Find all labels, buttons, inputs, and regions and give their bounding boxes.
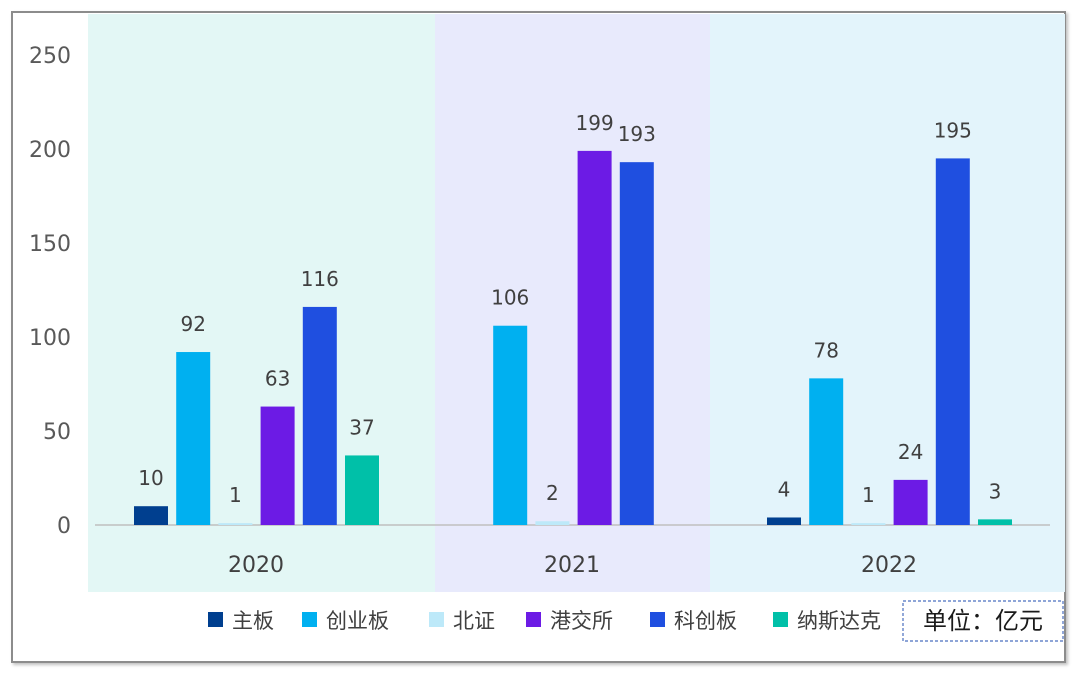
- data-label-2022-创业板: 78: [813, 338, 838, 362]
- bar-2022-北证: [851, 523, 886, 525]
- y-tick-label: 50: [43, 420, 71, 445]
- data-label-2021-北证: 2: [546, 481, 559, 505]
- bar-2020-创业板: [176, 352, 211, 525]
- bar-2020-纳斯达克: [345, 455, 379, 525]
- data-label-2022-主板: 4: [778, 477, 791, 501]
- bar-2020-北证: [218, 523, 253, 525]
- data-label-2021-港交所: 199: [576, 111, 614, 135]
- legend-swatch: [773, 612, 788, 627]
- data-label-2022-科创板: 195: [934, 118, 972, 142]
- data-label-2020-北证: 1: [229, 483, 242, 507]
- y-tick-label: 250: [29, 44, 71, 69]
- data-label-2022-港交所: 24: [898, 440, 923, 464]
- legend-swatch: [208, 612, 223, 627]
- category-band-2021: [435, 14, 710, 592]
- bar-2022-纳斯达克: [978, 519, 1012, 525]
- legend-label: 创业板: [326, 609, 389, 633]
- legend-swatch: [302, 612, 317, 627]
- legend-label: 主板: [232, 609, 274, 633]
- bar-2022-创业板: [809, 378, 844, 525]
- bar-2021-创业板: [493, 325, 528, 525]
- bar-2021-港交所: [577, 150, 612, 525]
- y-tick-label: 100: [29, 326, 71, 351]
- legend-swatch: [650, 612, 665, 627]
- data-label-2021-科创板: 193: [618, 122, 656, 146]
- bar-2021-北证: [535, 521, 570, 525]
- bar-2020-主板: [134, 506, 168, 525]
- bar-2020-科创板: [302, 306, 337, 525]
- x-category-label: 2020: [228, 553, 284, 578]
- data-label-2020-科创板: 116: [301, 267, 339, 291]
- category-band-2022: [710, 14, 1065, 592]
- data-label-2020-港交所: 63: [265, 367, 290, 391]
- unit-label: 单位：亿元: [923, 607, 1043, 635]
- y-tick-label: 150: [29, 232, 71, 257]
- bar-2022-主板: [767, 517, 801, 525]
- legend-label: 港交所: [550, 609, 613, 633]
- y-tick-label: 200: [29, 138, 71, 163]
- data-label-2022-北证: 1: [862, 483, 875, 507]
- x-category-label: 2022: [861, 553, 917, 578]
- x-category-label: 2021: [544, 553, 600, 578]
- data-label-2020-创业板: 92: [180, 312, 205, 336]
- bar-2021-科创板: [619, 162, 654, 525]
- data-label-2022-纳斯达克: 3: [989, 479, 1002, 503]
- legend-label: 科创板: [674, 609, 737, 633]
- legend-swatch: [429, 612, 444, 627]
- y-tick-label: 0: [57, 514, 71, 539]
- bar-2022-港交所: [893, 479, 928, 525]
- data-label-2020-纳斯达克: 37: [349, 415, 374, 439]
- legend-label: 纳斯达克: [797, 609, 881, 633]
- legend-label: 北证: [453, 609, 495, 633]
- bar-2022-科创板: [935, 158, 970, 525]
- data-label-2020-主板: 10: [138, 466, 163, 490]
- unit-box: 单位：亿元: [902, 600, 1064, 642]
- data-label-2021-创业板: 106: [491, 286, 529, 310]
- legend-swatch: [526, 612, 541, 627]
- bar-2020-港交所: [260, 406, 295, 525]
